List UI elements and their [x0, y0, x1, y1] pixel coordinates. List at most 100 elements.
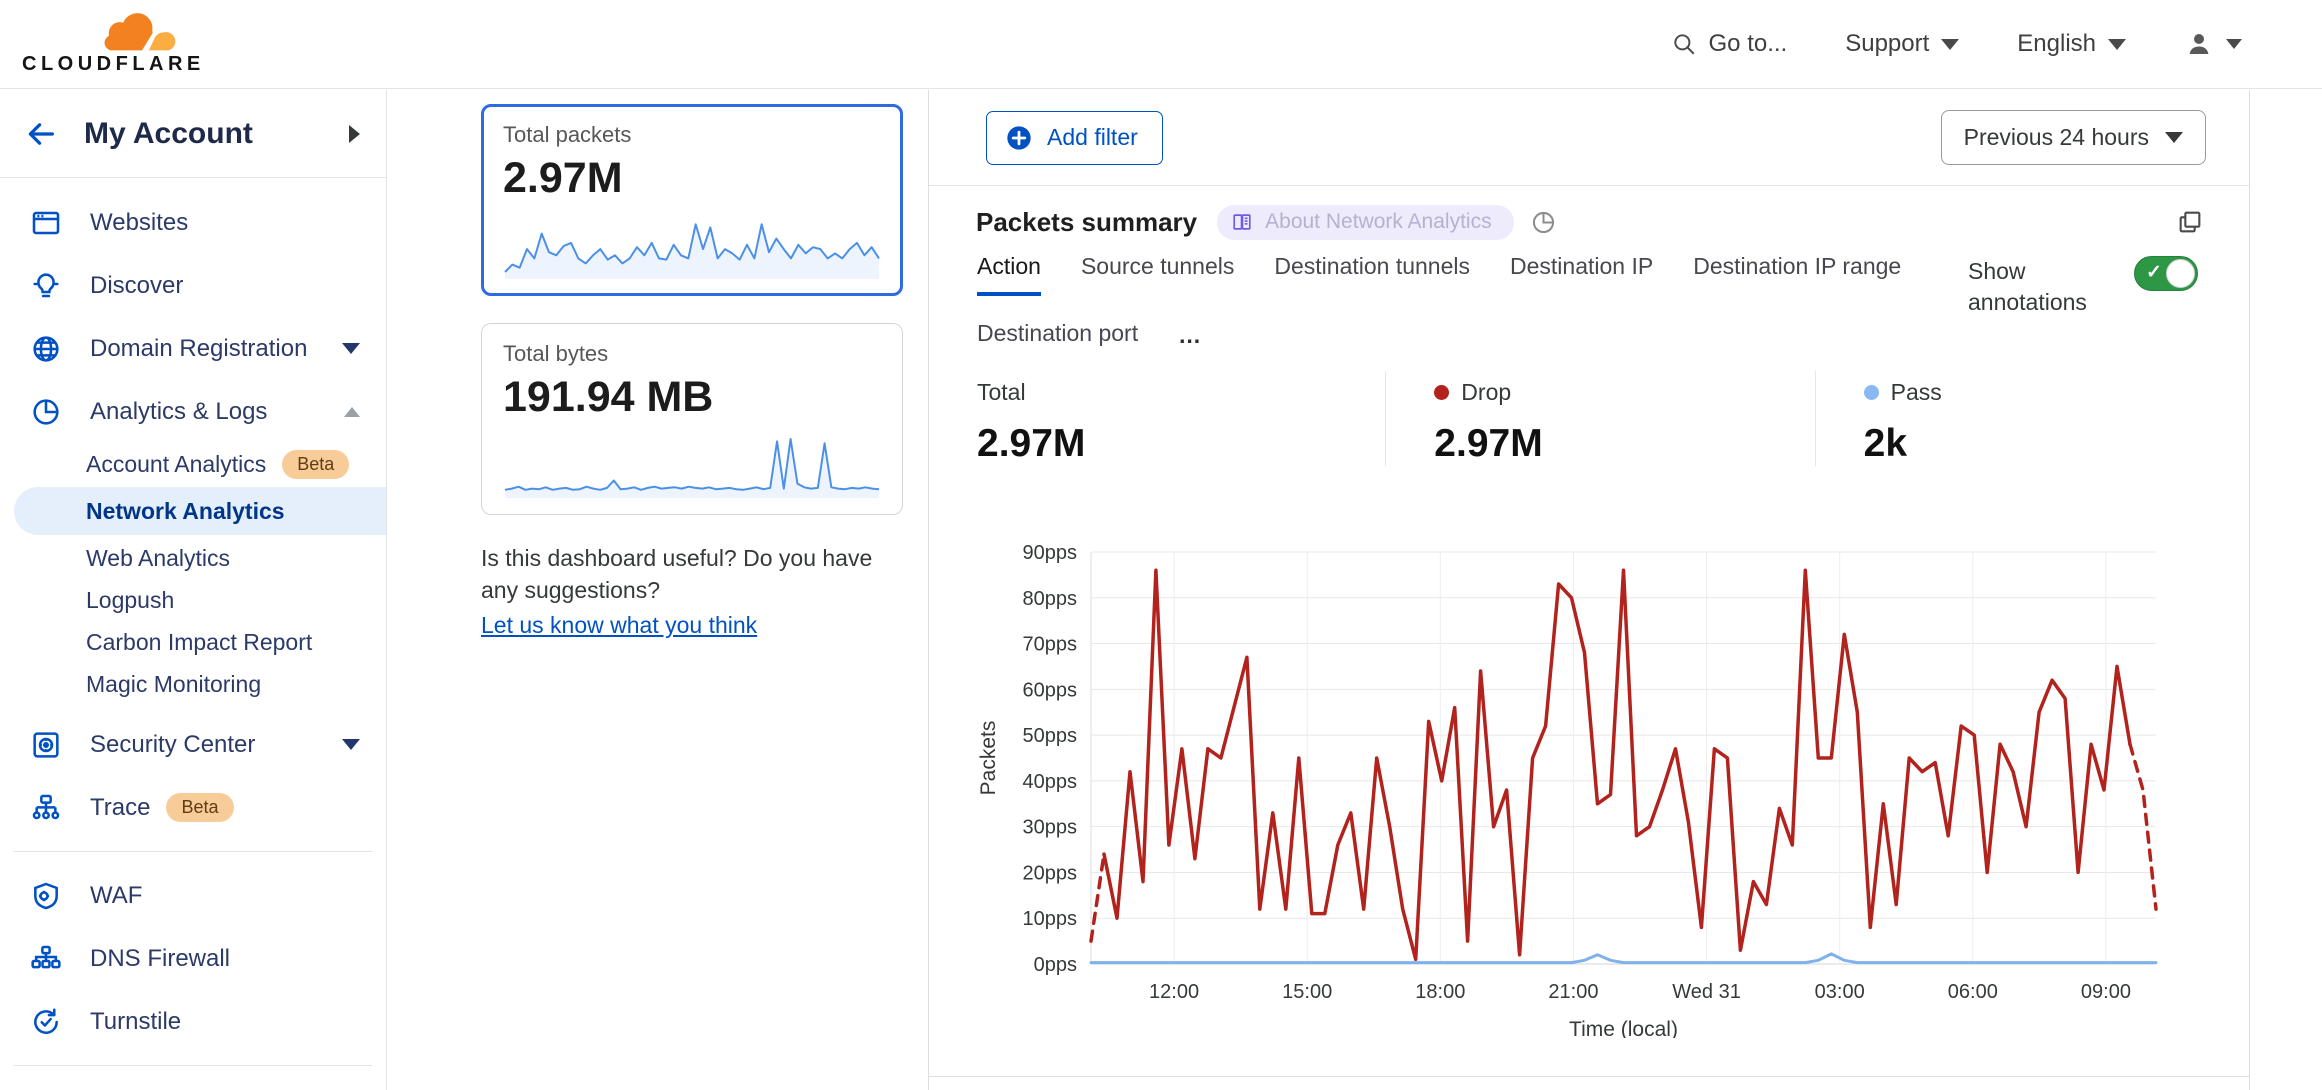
- sidebar-item-websites[interactable]: Websites: [0, 191, 386, 254]
- sidebar-item-label: Logpush: [86, 586, 175, 613]
- sidebar-item-discover[interactable]: Discover: [0, 254, 386, 317]
- browser-icon: [30, 207, 62, 239]
- svg-text:12:00: 12:00: [1149, 981, 1199, 1003]
- stat-pass: Pass 2k: [1814, 371, 2249, 466]
- svg-text:90pps: 90pps: [1023, 542, 1078, 564]
- sidebar-item-partial[interactable]: [0, 1078, 386, 1090]
- sidebar-item-domain-registration[interactable]: Domain Registration: [0, 317, 386, 380]
- sidebar-item-security-center[interactable]: Security Center: [0, 713, 386, 776]
- add-filter-button[interactable]: Add filter: [986, 110, 1163, 165]
- svg-text:20pps: 20pps: [1023, 862, 1078, 884]
- sidebar-item-label: Turnstile: [90, 1007, 182, 1035]
- sidebar-item-waf[interactable]: WAF: [0, 864, 386, 927]
- sidebar-item-dns-firewall[interactable]: DNS Firewall: [0, 927, 386, 990]
- stat-value: 2.97M: [1434, 422, 1543, 465]
- chevron-right-icon: [349, 124, 360, 143]
- sitemap-icon: [30, 792, 62, 824]
- panel-title-row: Packets summary About Network Analytics: [976, 202, 2204, 242]
- tab-source-tunnels[interactable]: Source tunnels: [1080, 253, 1235, 279]
- tab-destination-ip[interactable]: Destination IP: [1510, 253, 1654, 279]
- svg-text:40pps: 40pps: [1023, 771, 1078, 793]
- top-header: CLOUDFLARE Go to... Support English: [0, 0, 2322, 89]
- sidebar-item-label: WAF: [90, 881, 143, 909]
- svg-text:50pps: 50pps: [1023, 725, 1078, 747]
- time-range-label: Previous 24 hours: [1963, 124, 2149, 150]
- sidebar-item-label: Domain Registration: [90, 334, 308, 362]
- go-to-search[interactable]: Go to...: [1671, 30, 1788, 58]
- expand-panel-icon[interactable]: [2176, 208, 2204, 236]
- svg-text:60pps: 60pps: [1023, 679, 1078, 701]
- svg-text:0pps: 0pps: [1034, 954, 1077, 976]
- back-arrow-icon[interactable]: [24, 117, 58, 151]
- search-icon: [1673, 34, 1694, 55]
- svg-text:80pps: 80pps: [1023, 588, 1078, 610]
- svg-text:15:00: 15:00: [1282, 981, 1332, 1003]
- sidebar-item-label: Carbon Impact Report: [86, 628, 313, 655]
- cloudflare-logo[interactable]: CLOUDFLARE: [22, 12, 200, 76]
- stat-header: Drop: [1434, 379, 1814, 406]
- bytes-sparkline: [504, 438, 880, 498]
- language-menu[interactable]: English: [2017, 30, 2126, 58]
- annotations-toggle[interactable]: ✓: [2134, 256, 2198, 291]
- sidebar-item-label: Trace: [90, 793, 151, 821]
- svg-text:30pps: 30pps: [1023, 817, 1078, 839]
- tab-destination-tunnels[interactable]: Destination tunnels: [1274, 253, 1470, 279]
- stat-drop: Drop 2.97M: [1385, 371, 1814, 466]
- show-annotations-label: Show annotations: [1968, 258, 2087, 315]
- tab-destination-port[interactable]: Destination port: [977, 320, 1139, 346]
- beta-badge: Beta: [166, 793, 234, 822]
- svg-text:Packets: Packets: [977, 721, 1000, 796]
- stat-label: Pass: [1890, 379, 1942, 405]
- sidebar-item-label: DNS Firewall: [90, 944, 231, 972]
- total-packets-card[interactable]: Total packets 2.97M: [481, 104, 903, 296]
- tab-action[interactable]: Action: [977, 253, 1041, 296]
- sidebar-item-account-analytics[interactable]: Account Analytics Beta: [0, 443, 386, 485]
- svg-text:03:00: 03:00: [1815, 981, 1865, 1003]
- sidebar-item-network-analytics[interactable]: Network Analytics: [14, 487, 386, 535]
- sidebar-item-magic-monitoring[interactable]: Magic Monitoring: [0, 663, 386, 705]
- panel-title: Packets summary: [976, 206, 1198, 237]
- account-header[interactable]: My Account: [0, 90, 386, 178]
- sidebar-item-label: Security Center: [90, 730, 256, 758]
- user-menu[interactable]: [2184, 29, 2242, 59]
- sidebar-item-logpush[interactable]: Logpush: [0, 579, 386, 621]
- packets-sparkline: [504, 223, 880, 279]
- check-icon: ✓: [2146, 262, 2162, 283]
- total-bytes-card[interactable]: Total bytes 191.94 MB: [481, 323, 903, 515]
- sidebar-item-trace[interactable]: Trace Beta: [0, 776, 386, 839]
- filter-toolbar: Add filter Previous 24 hours: [929, 90, 2249, 186]
- plus-circle-icon: [1007, 125, 1031, 150]
- chevron-down-icon: [1941, 38, 1960, 50]
- sidebar-item-web-analytics[interactable]: Web Analytics: [0, 537, 386, 579]
- feedback-question: Is this dashboard useful? Do you have an…: [481, 545, 873, 603]
- stats-row: Total 2.97M Drop 2.97M Pass 2k: [929, 371, 2249, 466]
- sidebar-item-turnstile[interactable]: Turnstile: [0, 990, 386, 1053]
- packets-chart: 0pps 10pps 20pps 30pps 40pps 50pps 60pps 70pps 8…: [977, 542, 2158, 1041]
- lightbulb-icon: [30, 270, 62, 302]
- hierarchy-icon: [30, 943, 62, 975]
- time-range-dropdown[interactable]: Previous 24 hours: [1940, 110, 2206, 165]
- safe-icon: [30, 729, 62, 761]
- feedback-link[interactable]: Let us know what you think: [481, 612, 758, 638]
- support-menu[interactable]: Support: [1845, 30, 1960, 58]
- sidebar-item-analytics-logs[interactable]: Analytics & Logs: [0, 380, 386, 443]
- svg-text:10pps: 10pps: [1023, 908, 1078, 930]
- main-panel: Add filter Previous 24 hours Packets sum…: [928, 90, 2250, 1090]
- svg-text:18:00: 18:00: [1415, 981, 1465, 1003]
- sidebar-item-carbon-impact-report[interactable]: Carbon Impact Report: [0, 621, 386, 663]
- tab-destination-ip-range[interactable]: Destination IP range: [1693, 253, 1902, 279]
- book-icon: [1233, 214, 1251, 230]
- pie-chart-icon: [30, 396, 62, 428]
- series-dot-icon: [1863, 385, 1879, 400]
- go-to-label: Go to...: [1708, 30, 1788, 57]
- shield-gear-icon: [30, 880, 62, 912]
- globe-icon: [30, 333, 62, 365]
- more-tabs-button[interactable]: …: [1178, 322, 1204, 348]
- chevron-down-icon: [2108, 38, 2126, 50]
- pie-chart-icon[interactable]: [1530, 209, 1557, 236]
- about-network-analytics-badge[interactable]: About Network Analytics: [1217, 204, 1514, 240]
- series-dot-icon: [1434, 385, 1450, 400]
- stat-value: 2k: [1863, 422, 1908, 465]
- sidebar-nav: Websites Discover Domain Registration Analy…: [0, 178, 386, 1090]
- about-badge-label: About Network Analytics: [1265, 210, 1492, 233]
